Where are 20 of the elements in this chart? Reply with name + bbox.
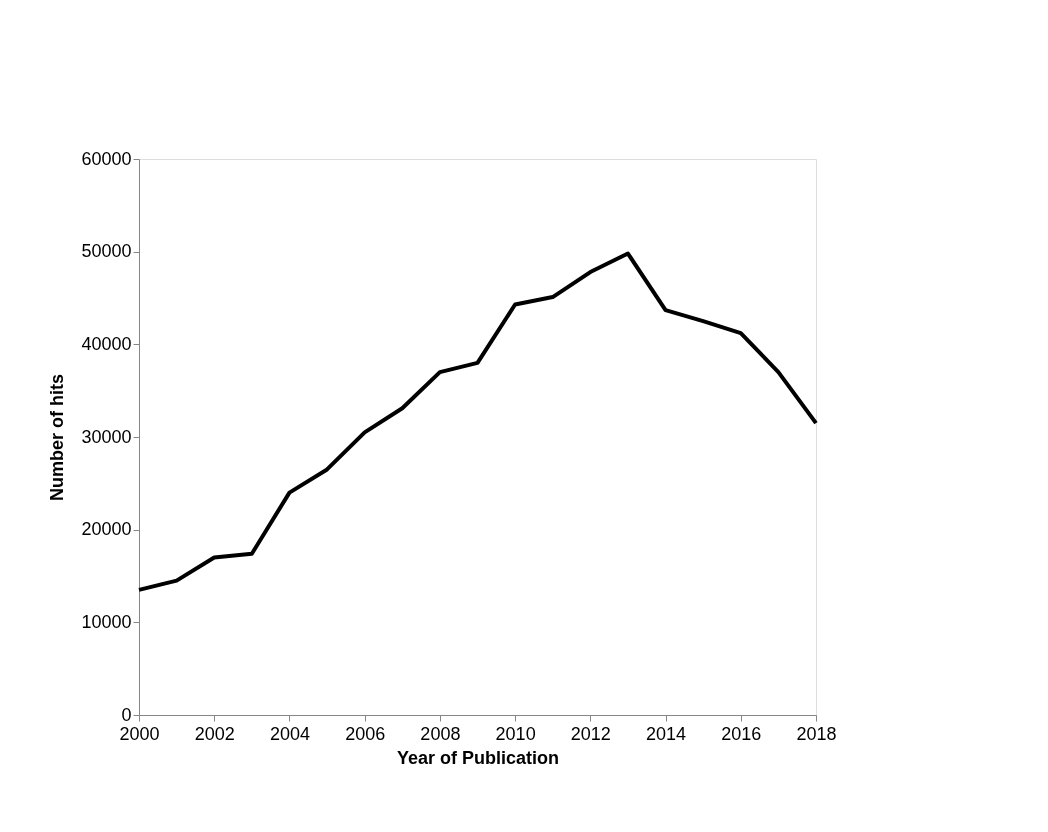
x-tick-label: 2006: [345, 723, 386, 744]
x-tick-label: 2014: [646, 723, 687, 744]
x-tick-label: 2012: [570, 723, 611, 744]
x-tick-label: 2010: [495, 723, 536, 744]
y-tick-label: 60000: [81, 148, 132, 169]
y-tick-label: 0: [121, 704, 132, 725]
y-tick-label: 10000: [81, 611, 132, 632]
x-tick-label: 2002: [194, 723, 235, 744]
x-tick-label: 2000: [119, 723, 160, 744]
y-axis-title: Number of hits: [47, 373, 68, 502]
y-tick-label: 30000: [81, 426, 132, 447]
x-tick-label: 2018: [796, 723, 837, 744]
x-tick-label: 2004: [269, 723, 310, 744]
y-tick-label: 40000: [81, 333, 132, 354]
x-tick-label: 2016: [721, 723, 762, 744]
y-tick-label: 20000: [81, 519, 132, 540]
x-axis-title: Year of Publication: [396, 747, 560, 768]
y-tick-label: 50000: [81, 241, 132, 262]
x-tick-label: 2008: [420, 723, 461, 744]
line-series: [137, 251, 818, 592]
